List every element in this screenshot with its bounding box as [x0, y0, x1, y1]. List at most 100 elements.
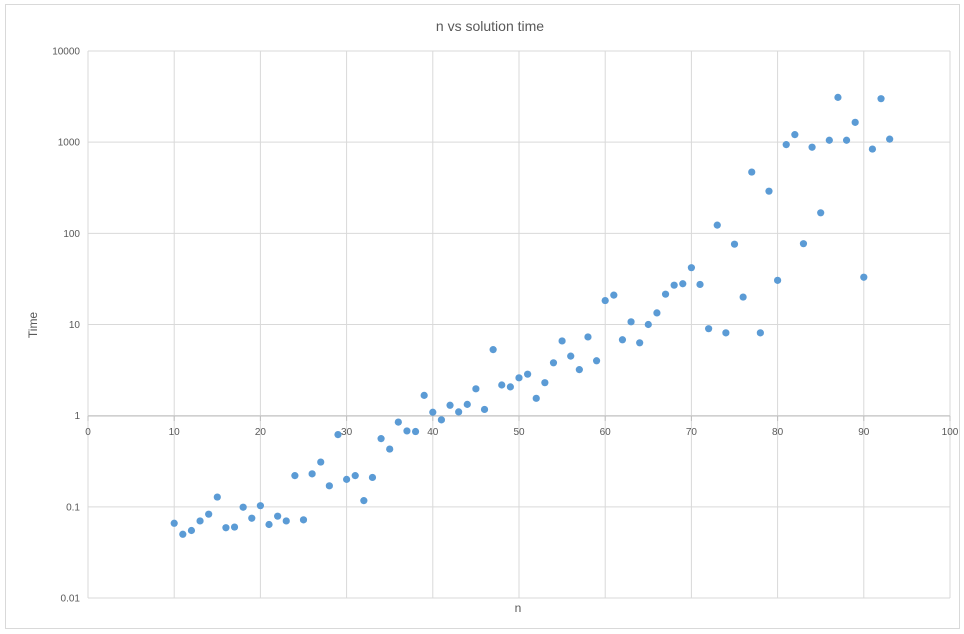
x-tick-label: 70 — [686, 427, 698, 438]
data-point — [739, 293, 747, 301]
x-tick-label: 30 — [341, 427, 353, 438]
data-point — [334, 430, 342, 439]
data-point — [808, 143, 816, 151]
data-point — [774, 276, 782, 284]
y-tick-label: 10 — [69, 320, 81, 331]
data-point — [187, 526, 196, 535]
data-point — [498, 381, 506, 389]
chart-frame — [5, 4, 960, 629]
x-tick-label: 100 — [942, 427, 959, 438]
data-point — [256, 502, 264, 510]
data-point — [584, 333, 592, 341]
data-point — [877, 95, 885, 103]
data-point — [644, 320, 652, 329]
data-point — [299, 516, 308, 524]
data-point — [558, 337, 566, 345]
data-point — [696, 280, 704, 289]
x-tick-label: 40 — [427, 427, 439, 438]
data-point — [196, 517, 204, 525]
y-axis-title: Time — [26, 312, 40, 339]
x-tick-label: 60 — [600, 427, 612, 438]
data-point — [756, 329, 764, 337]
grid-lines — [87, 50, 951, 599]
data-point — [636, 339, 644, 347]
data-point — [222, 524, 230, 532]
data-point — [368, 473, 377, 482]
data-point — [515, 374, 523, 382]
x-tick-label: 90 — [858, 427, 870, 438]
data-point — [627, 318, 635, 326]
data-point — [455, 408, 463, 416]
data-point — [601, 296, 609, 305]
data-point — [420, 391, 428, 399]
y-tick-label: 1000 — [58, 138, 81, 149]
data-point — [325, 482, 333, 490]
data-point — [541, 379, 549, 387]
data-point — [524, 370, 532, 378]
data-point — [886, 135, 894, 143]
data-point — [472, 385, 480, 393]
data-point — [230, 523, 239, 531]
data-point — [765, 187, 773, 195]
tick-labels: 0 10 20 30 40 50 60 70 80 90 100 0.01 0.1 1 10 100 1000 1… — [52, 47, 959, 605]
x-axis-title: n — [515, 601, 522, 615]
data-point — [670, 281, 678, 289]
data-point — [437, 416, 446, 424]
data-point — [868, 145, 877, 153]
y-tick-label: 10000 — [52, 47, 80, 58]
data-point — [679, 280, 687, 288]
data-point — [282, 517, 290, 525]
data-points — [170, 93, 894, 538]
data-point — [213, 493, 221, 501]
data-point — [705, 325, 713, 333]
data-point — [592, 357, 601, 365]
data-point — [291, 472, 299, 480]
data-point — [463, 400, 471, 408]
data-point — [446, 401, 454, 409]
y-tick-label: 100 — [63, 229, 80, 240]
data-point — [532, 394, 540, 402]
data-point — [170, 519, 178, 527]
y-tick-label: 0.01 — [61, 594, 81, 605]
data-point — [429, 408, 437, 416]
data-point — [687, 264, 696, 272]
x-tick-label: 50 — [513, 427, 525, 438]
x-tick-label: 0 — [85, 427, 91, 438]
data-point — [248, 514, 256, 522]
data-point — [343, 475, 351, 483]
data-point — [377, 435, 385, 443]
data-point — [661, 290, 670, 298]
data-point — [360, 497, 368, 505]
data-point — [618, 336, 627, 344]
data-point — [860, 273, 868, 281]
data-point — [842, 136, 851, 144]
data-point — [394, 418, 402, 426]
data-point — [722, 329, 730, 337]
data-point — [274, 512, 282, 520]
x-tick-label: 20 — [255, 427, 267, 438]
data-point — [782, 141, 790, 149]
y-tick-label: 0.1 — [66, 502, 80, 513]
data-point — [403, 427, 411, 435]
data-point — [179, 530, 187, 538]
data-point — [851, 118, 859, 126]
data-point — [317, 458, 325, 466]
data-point — [825, 136, 833, 144]
data-point — [799, 240, 808, 248]
chart-title: n vs solution time — [436, 18, 544, 34]
data-point — [834, 93, 842, 101]
data-point — [817, 209, 825, 217]
data-point — [567, 352, 575, 360]
data-point — [549, 359, 558, 367]
data-point — [308, 470, 316, 478]
data-point — [239, 503, 247, 511]
data-point — [748, 168, 756, 176]
data-point — [713, 221, 721, 229]
data-point — [653, 309, 661, 317]
y-tick-label: 1 — [74, 411, 80, 422]
x-tick-label: 80 — [772, 427, 784, 438]
data-point — [575, 366, 583, 374]
data-point — [489, 346, 497, 354]
data-point — [791, 131, 799, 139]
